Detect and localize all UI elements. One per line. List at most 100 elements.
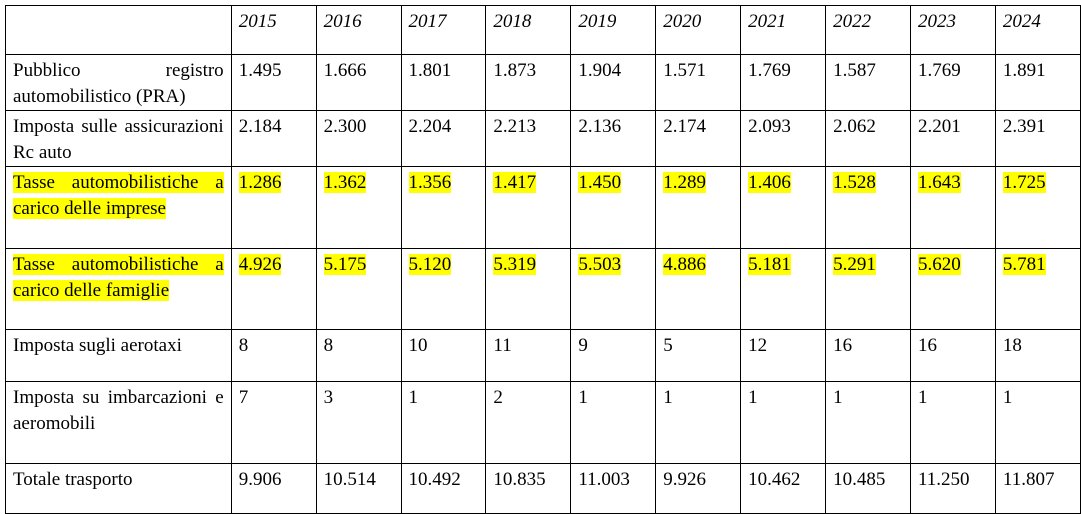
value-cell: 9 xyxy=(570,329,657,382)
value: 2.213 xyxy=(493,116,537,137)
value: 1 xyxy=(578,387,588,408)
row-label: Totale trasporto xyxy=(13,469,133,490)
value-cell: 1.891 xyxy=(994,54,1081,111)
value: 5.503 xyxy=(578,254,622,275)
year: 2021 xyxy=(748,11,787,32)
value-cell: 11.807 xyxy=(994,463,1081,514)
value-cell: 1 xyxy=(570,381,657,464)
value-cell: 1.643 xyxy=(910,166,996,249)
value-cell: 10.485 xyxy=(825,463,911,514)
year-cell: 2018 xyxy=(485,5,572,55)
value-cell: 5.120 xyxy=(400,248,487,330)
data-row: Imposta su imbarcazioni e aeromobili 7 3 1 2… xyxy=(5,381,1081,464)
data-row: Totale trasporto 9.906 10.514 10.492 10.835 1… xyxy=(5,463,1081,514)
data-row: Tasse automobilistiche a carico delle fa… xyxy=(5,248,1081,330)
value-cell: 2.093 xyxy=(740,110,827,167)
value: 1.495 xyxy=(238,60,282,81)
value-cell: 2.201 xyxy=(910,110,996,167)
value: 1.769 xyxy=(748,60,791,81)
value-cell: 7 xyxy=(230,381,317,464)
value-cell: 1.725 xyxy=(994,166,1081,249)
value: 5.781 xyxy=(1002,254,1046,275)
value-cell: 1 xyxy=(910,381,996,464)
value: 16 xyxy=(833,335,853,356)
value: 10 xyxy=(408,335,428,356)
year-cell: 2020 xyxy=(655,5,742,55)
value-cell: 2 xyxy=(485,381,572,464)
value-cell: 9.926 xyxy=(655,463,742,514)
value-cell: 10 xyxy=(400,329,487,382)
value: 5.291 xyxy=(833,254,876,275)
value: 10.835 xyxy=(493,469,546,490)
value: 4.926 xyxy=(238,254,282,275)
value: 7 xyxy=(238,387,249,408)
value-cell: 2.300 xyxy=(315,110,402,167)
value-cell: 11 xyxy=(485,329,572,382)
value: 10.462 xyxy=(748,469,801,490)
value: 1 xyxy=(408,387,419,408)
year-cell: 2021 xyxy=(740,5,827,55)
value-cell: 5.503 xyxy=(570,248,657,330)
row-label-cell: Totale trasporto xyxy=(5,463,232,514)
value-cell: 18 xyxy=(994,329,1081,382)
value-cell: 1.356 xyxy=(400,166,487,249)
value: 12 xyxy=(748,335,768,356)
value: 1.362 xyxy=(323,172,367,193)
data-table: 2015 2016 2017 2018 2019 2020 2021 2022 2023 2024… xyxy=(5,5,1081,514)
year-cell: 2024 xyxy=(994,5,1081,55)
value-cell: 1.286 xyxy=(230,166,317,249)
year-cell: 2023 xyxy=(910,5,996,55)
value: 5 xyxy=(663,335,673,356)
value: 9.906 xyxy=(238,469,282,490)
value-cell: 10.514 xyxy=(315,463,402,514)
value-cell: 2.062 xyxy=(825,110,911,167)
value: 2.136 xyxy=(578,116,622,137)
value-cell: 4.926 xyxy=(230,248,317,330)
value: 1.891 xyxy=(1002,60,1046,81)
value-cell: 1 xyxy=(825,381,911,464)
value-cell: 5.291 xyxy=(825,248,911,330)
value: 5.175 xyxy=(323,254,367,275)
value: 1.417 xyxy=(493,172,537,193)
row-label-cell: Imposta su imbarcazioni e aeromobili xyxy=(5,381,232,464)
value-cell: 1 xyxy=(740,381,827,464)
year: 2024 xyxy=(1002,11,1041,32)
value-cell: 10.492 xyxy=(400,463,487,514)
value-cell: 12 xyxy=(740,329,827,382)
value: 1.801 xyxy=(408,60,452,81)
year: 2018 xyxy=(493,11,532,32)
year: 2016 xyxy=(323,11,362,32)
value: 1 xyxy=(918,387,928,408)
value-cell: 2.213 xyxy=(485,110,572,167)
value: 4.886 xyxy=(663,254,707,275)
value-cell: 1.289 xyxy=(655,166,742,249)
value-cell: 1.666 xyxy=(315,54,402,111)
value: 1 xyxy=(663,387,673,408)
value-cell: 1 xyxy=(655,381,742,464)
value: 18 xyxy=(1002,335,1022,356)
row-label-cell: Pubblico registro automobilistico (PRA) xyxy=(5,54,232,111)
value: 1.873 xyxy=(493,60,537,81)
value: 1.356 xyxy=(408,172,452,193)
value: 10.492 xyxy=(408,469,461,490)
value-cell: 3 xyxy=(315,381,402,464)
data-row: Imposta sugli aerotaxi 8 8 10 11 9 5 12 16 16 18 xyxy=(5,329,1081,382)
value-cell: 1.528 xyxy=(825,166,911,249)
value-cell: 1.495 xyxy=(230,54,317,111)
value: 1.450 xyxy=(578,172,622,193)
row-label: Pubblico registro automobilistico (PRA) xyxy=(13,60,224,107)
value: 11.250 xyxy=(918,469,970,490)
value: 9.926 xyxy=(663,469,707,490)
value-cell: 1.406 xyxy=(740,166,827,249)
year-cell: 2015 xyxy=(230,5,317,55)
row-label: Imposta sulle assicurazioni Rc auto xyxy=(13,116,224,163)
value: 5.319 xyxy=(493,254,537,275)
year: 2023 xyxy=(918,11,956,32)
year-cell: 2022 xyxy=(825,5,911,55)
value: 1.725 xyxy=(1002,172,1046,193)
value: 1.666 xyxy=(323,60,367,81)
row-label-cell: Imposta sugli aerotaxi xyxy=(5,329,232,382)
value-cell: 1.873 xyxy=(485,54,572,111)
value: 3 xyxy=(323,387,334,408)
value-cell: 1.417 xyxy=(485,166,572,249)
